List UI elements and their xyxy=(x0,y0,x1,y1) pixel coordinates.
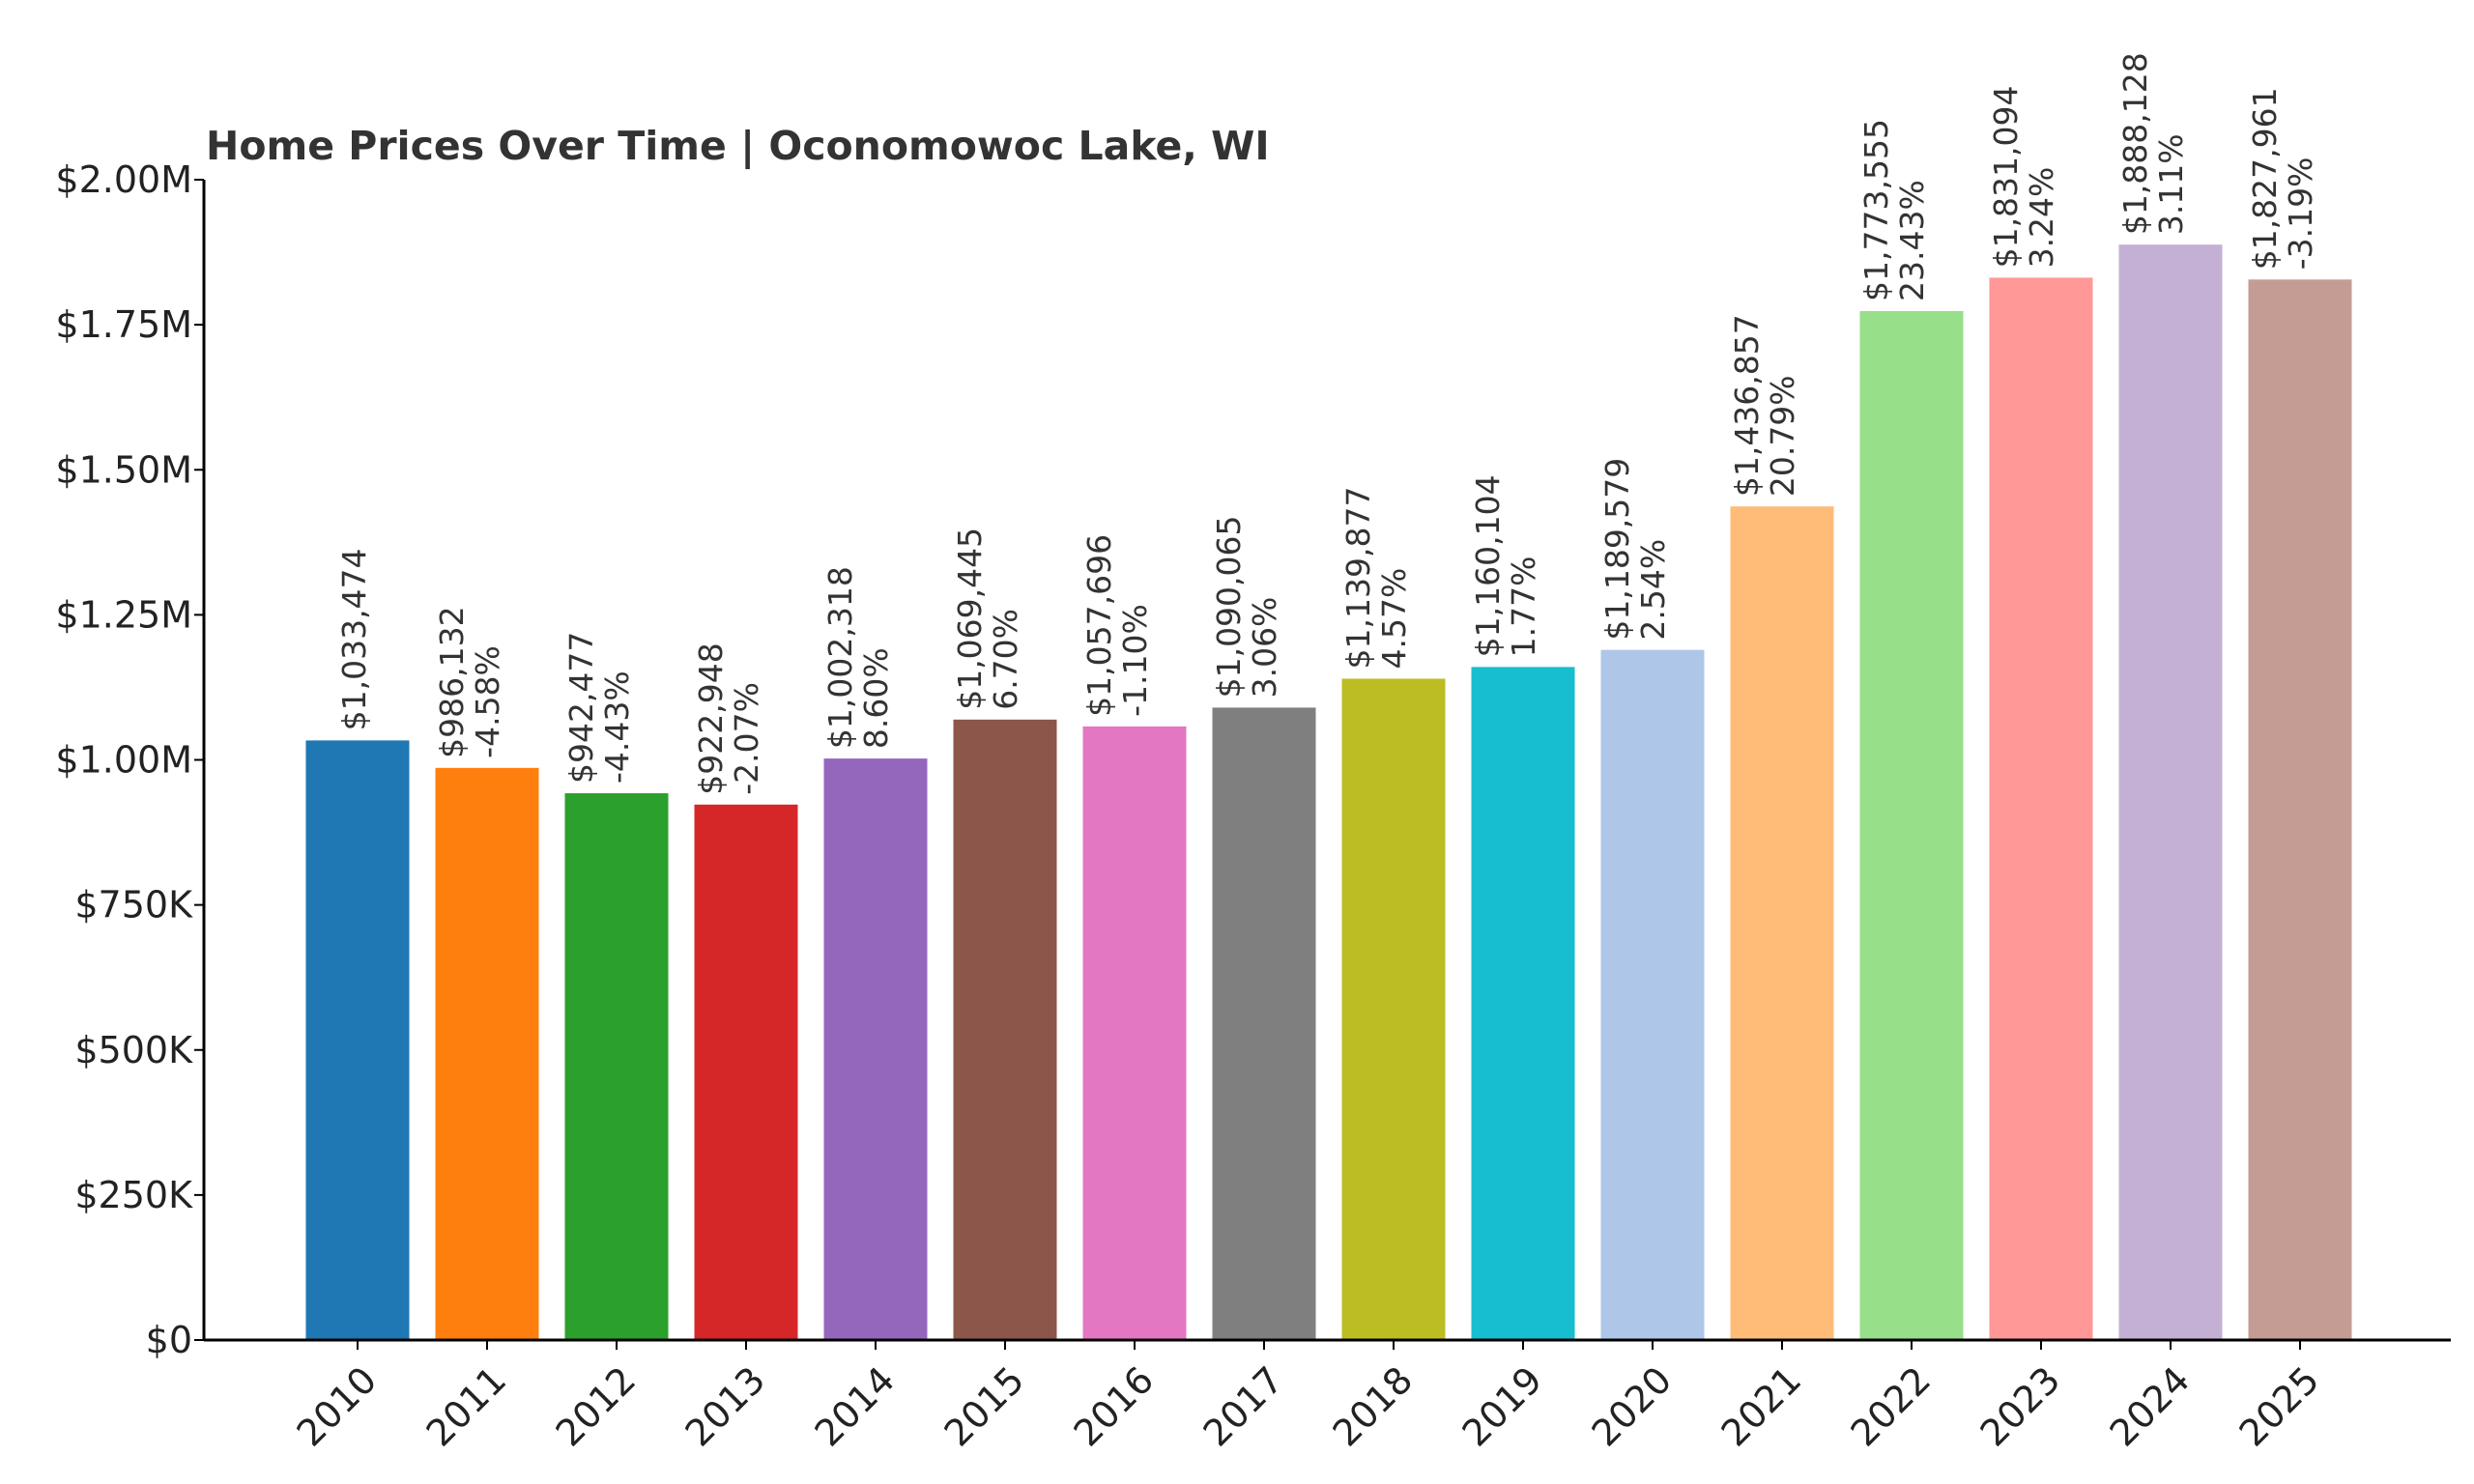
bar-2023 xyxy=(1989,277,2093,1341)
x-tick-label-2021: 2021 xyxy=(1713,1358,1810,1455)
value-label: $1,773,555 xyxy=(1857,119,1895,301)
x-tick-label-2025: 2025 xyxy=(2231,1358,2328,1455)
value-label: $1,831,094 xyxy=(1987,85,2025,268)
x-tick-label-2022: 2022 xyxy=(1843,1358,1940,1455)
bar-2014 xyxy=(823,758,928,1340)
bar-2022 xyxy=(1859,310,1964,1340)
bar-2013 xyxy=(694,804,798,1340)
change-label: -2.07% xyxy=(728,682,765,795)
change-label: -1.10% xyxy=(1116,604,1154,717)
x-tick-label-2013: 2013 xyxy=(677,1358,774,1455)
data-label-2012: $942,477-4.43% xyxy=(562,632,636,784)
value-label: $1,827,961 xyxy=(2246,87,2284,270)
data-labels: $1,033,474 $986,132-4.58% $942,477-4.43% $9… xyxy=(335,52,2319,795)
value-label: $1,057,696 xyxy=(1080,534,1118,717)
x-tick-label-2016: 2016 xyxy=(1066,1358,1163,1455)
value-label: $1,888,128 xyxy=(2116,52,2154,235)
x-tick-label-2011: 2011 xyxy=(418,1358,515,1455)
data-label-2018: $1,139,8774.57% xyxy=(1339,487,1413,670)
bar-2015 xyxy=(953,719,1057,1340)
value-label: $922,948 xyxy=(692,642,730,794)
change-label: 20.79% xyxy=(1764,375,1801,497)
value-label: $1,436,857 xyxy=(1728,314,1766,497)
data-label-2022: $1,773,55523.43% xyxy=(1857,119,1931,301)
x-axis-ticks: 2010 2011 2012 2013 2014 2015 2016 2017 2018 2019… xyxy=(289,1340,2328,1455)
change-label: -3.19% xyxy=(2282,157,2319,271)
bar-2024 xyxy=(2118,244,2223,1340)
value-label: $1,002,318 xyxy=(821,566,859,749)
data-label-2021: $1,436,85720.79% xyxy=(1728,314,1801,497)
x-tick-label-2012: 2012 xyxy=(548,1358,645,1455)
value-label: $942,477 xyxy=(562,632,600,784)
y-tick-label: $250K xyxy=(74,1174,193,1216)
x-tick-label-2019: 2019 xyxy=(1454,1358,1551,1455)
y-tick-label: $1.50M xyxy=(55,448,192,491)
y-tick-label: $2.00M xyxy=(55,158,192,201)
change-label: -4.43% xyxy=(598,671,636,784)
bar-2010 xyxy=(305,740,410,1340)
value-label: $1,139,877 xyxy=(1339,487,1377,670)
y-tick-label: $500K xyxy=(74,1029,193,1071)
bar-2025 xyxy=(2248,279,2352,1340)
data-label-2024: $1,888,1283.11% xyxy=(2116,52,2190,235)
data-label-2013: $922,948-2.07% xyxy=(692,642,765,794)
change-label: 23.43% xyxy=(1893,180,1931,301)
chart-title: Home Prices Over Time | Oconomowoc Lake,… xyxy=(206,123,1270,170)
change-label: 3.11% xyxy=(2152,133,2190,235)
bar-2017 xyxy=(1212,707,1316,1340)
x-tick-label-2015: 2015 xyxy=(936,1358,1033,1455)
value-label: $1,069,445 xyxy=(951,528,989,710)
change-label: 4.57% xyxy=(1375,568,1413,670)
bar-2018 xyxy=(1341,678,1446,1340)
bar-2019 xyxy=(1471,667,1575,1340)
value-label: $1,033,474 xyxy=(335,548,373,730)
x-tick-label-2018: 2018 xyxy=(1325,1358,1422,1455)
data-label-2010: $1,033,474 xyxy=(335,548,373,730)
data-label-2014: $1,002,3188.60% xyxy=(821,566,895,749)
change-label: 6.70% xyxy=(987,609,1024,710)
x-tick-label-2020: 2020 xyxy=(1584,1358,1681,1455)
value-label: $986,132 xyxy=(433,606,471,757)
bar-2011 xyxy=(435,767,539,1340)
data-label-2016: $1,057,696-1.10% xyxy=(1080,534,1154,717)
data-label-2019: $1,160,1041.77% xyxy=(1469,474,1542,657)
bars xyxy=(305,244,2352,1341)
data-label-2011: $986,132-4.58% xyxy=(433,606,506,757)
change-label: 3.24% xyxy=(2023,167,2060,269)
x-tick-label-2014: 2014 xyxy=(807,1358,904,1455)
y-axis-ticks: $0 $250K $500K $750K $1.00M $1.25M $1.50M $1.75… xyxy=(55,158,204,1361)
value-label: $1,160,104 xyxy=(1469,474,1507,657)
value-label: $1,090,065 xyxy=(1210,515,1248,698)
data-label-2015: $1,069,4456.70% xyxy=(951,528,1024,710)
bar-2016 xyxy=(1082,726,1187,1340)
y-tick-label: $1.25M xyxy=(55,593,192,636)
change-label: -4.58% xyxy=(469,645,506,758)
bar-2021 xyxy=(1730,506,1834,1340)
data-label-2017: $1,090,0653.06% xyxy=(1210,515,1283,698)
x-tick-label-2023: 2023 xyxy=(1972,1358,2069,1455)
y-tick-label: $1.75M xyxy=(55,303,192,346)
change-label: 8.60% xyxy=(857,647,895,749)
x-tick-label-2024: 2024 xyxy=(2102,1358,2199,1455)
x-tick-label-2010: 2010 xyxy=(289,1358,386,1455)
change-label: 2.54% xyxy=(1634,539,1672,641)
bar-2020 xyxy=(1600,649,1705,1340)
y-tick-label: $750K xyxy=(74,884,193,927)
data-label-2020: $1,189,5792.54% xyxy=(1598,458,1672,641)
y-tick-label: $0 xyxy=(146,1319,192,1361)
bar-2012 xyxy=(564,793,669,1340)
data-label-2025: $1,827,961-3.19% xyxy=(2246,87,2319,270)
y-tick-label: $1.00M xyxy=(55,739,192,782)
change-label: 3.06% xyxy=(1246,597,1283,699)
value-label: $1,189,579 xyxy=(1598,458,1636,641)
x-tick-label-2017: 2017 xyxy=(1195,1358,1292,1455)
change-label: 1.77% xyxy=(1505,556,1542,658)
data-label-2023: $1,831,0943.24% xyxy=(1987,85,2060,268)
